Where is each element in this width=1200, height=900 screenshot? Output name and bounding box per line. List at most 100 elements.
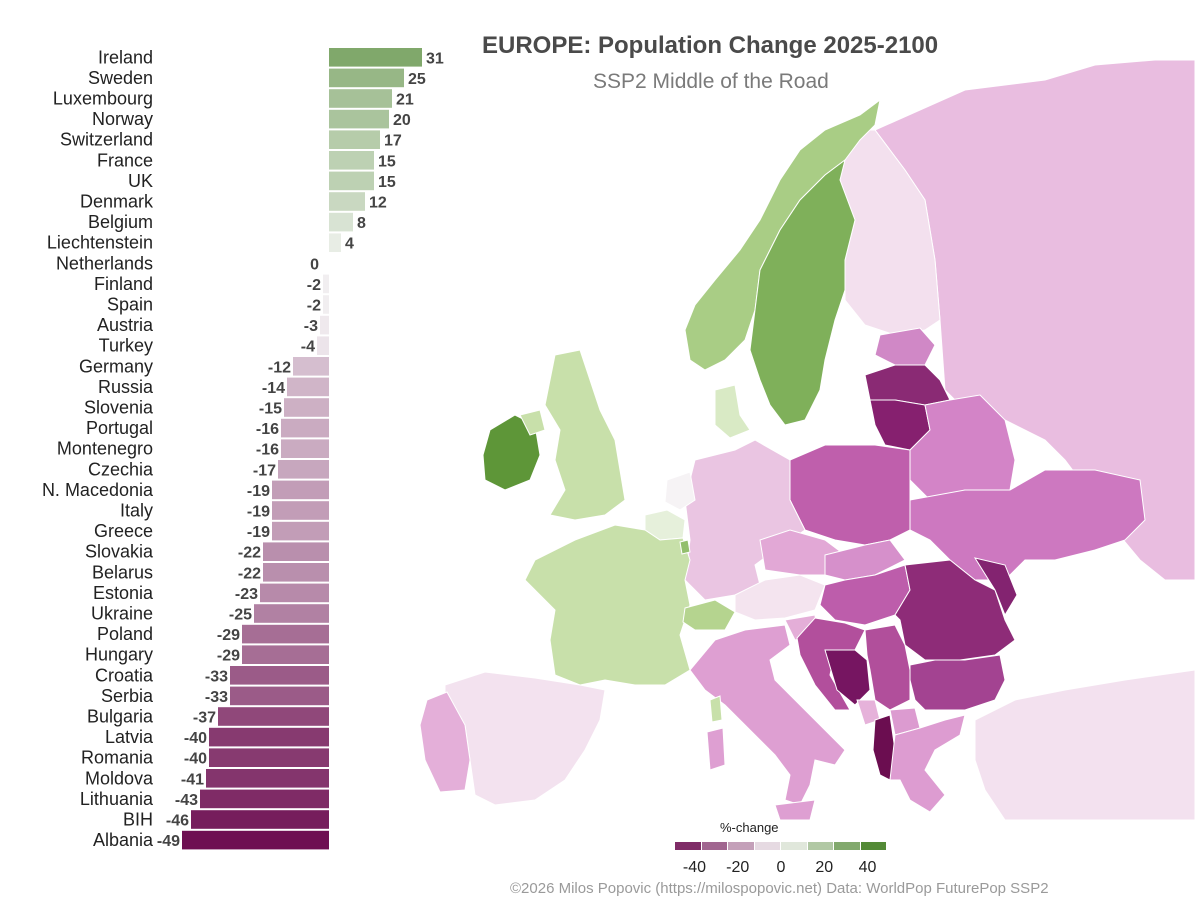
data-label: 15 (378, 174, 396, 191)
data-label: -16 (256, 442, 279, 459)
bar-chart: Ireland 31 Sweden 25 Luxembourg 21 Norway 20 Swi… (42, 47, 444, 850)
category-label: Turkey (99, 336, 153, 356)
bar-hungary (242, 645, 329, 664)
chart-subtitle: SSP2 Middle of the Road (593, 70, 829, 93)
data-label: -29 (217, 648, 240, 665)
bar-estonia (260, 583, 329, 603)
data-label: -33 (205, 668, 228, 685)
category-label: Italy (120, 501, 153, 521)
legend-swatch (675, 842, 701, 850)
category-label: Russia (98, 377, 154, 397)
data-label: -23 (235, 586, 258, 603)
data-label: -12 (268, 359, 291, 376)
bar-spain (323, 295, 329, 314)
map-region-northern-ireland (519, 409, 546, 436)
category-label: Moldova (85, 768, 154, 788)
category-label: Sweden (88, 68, 153, 88)
data-label: -41 (181, 771, 204, 788)
category-label: Bulgaria (87, 707, 154, 727)
category-label: Montenegro (57, 439, 153, 459)
legend-swatch (781, 842, 807, 850)
map-region-poland (789, 444, 911, 546)
data-label: -4 (301, 339, 315, 356)
bar-norway (329, 109, 389, 129)
category-label: Ireland (98, 47, 153, 67)
legend-title: %-change (720, 820, 779, 835)
map-region-italy (689, 624, 846, 806)
category-label: Czechia (88, 459, 154, 479)
map-region-slovakia (824, 539, 906, 581)
bar-switzerland (329, 130, 380, 149)
category-label: N. Macedonia (42, 480, 154, 500)
map-region-france (524, 524, 691, 686)
bar-slovakia (263, 542, 329, 561)
data-label: 4 (345, 236, 354, 253)
bar-belarus (263, 563, 329, 582)
data-label: -2 (307, 298, 321, 315)
bar-czechia (278, 460, 329, 479)
map-region-netherlands (664, 471, 696, 511)
category-label: Switzerland (60, 130, 153, 150)
legend-swatch (701, 842, 727, 850)
category-label: BIH (123, 810, 153, 830)
bar-latvia (209, 727, 329, 747)
map-region-sicily (774, 799, 816, 820)
bar-portugal (281, 418, 329, 438)
map-region-austria (734, 574, 826, 621)
map-region-romania (894, 559, 1016, 661)
bar-croatia (230, 666, 329, 685)
category-label: Belgium (88, 212, 153, 232)
bar-albania (182, 830, 329, 850)
bar-turkey (317, 336, 329, 355)
data-label: -16 (256, 421, 279, 438)
data-label: -29 (217, 627, 240, 644)
map-region-ukraine (909, 469, 1146, 581)
data-label: -17 (253, 462, 276, 479)
data-label: -22 (238, 565, 261, 582)
bar-italy (272, 501, 329, 520)
map-region-spain (444, 671, 606, 806)
bar-belgium (329, 212, 353, 232)
category-label: Netherlands (56, 253, 153, 273)
data-label: 21 (396, 92, 414, 109)
data-label: -22 (238, 545, 261, 562)
category-label: Liechtenstein (47, 233, 153, 253)
map-region-germany (684, 439, 806, 601)
data-label: 15 (378, 153, 396, 170)
legend-tick-label: -40 (682, 859, 707, 876)
data-label: 12 (369, 195, 387, 212)
legend-tick-label: 20 (815, 859, 834, 876)
bar-moldova (206, 769, 329, 788)
category-label: UK (128, 171, 153, 191)
data-label: -37 (193, 710, 216, 727)
bar-uk (329, 171, 374, 191)
category-label: Denmark (80, 192, 154, 212)
data-label: -40 (184, 730, 207, 747)
legend-tick-label: 40 (858, 859, 877, 876)
category-label: Latvia (105, 727, 154, 747)
map-region-turkey (974, 669, 1195, 820)
bar-finland (323, 274, 329, 294)
data-label: -3 (304, 318, 318, 335)
legend-swatch (728, 842, 754, 850)
legend-color-bar (675, 842, 887, 850)
data-label: 25 (408, 71, 426, 88)
footer-credit: ©2026 Milos Popovic (https://milospopovi… (510, 880, 1049, 897)
data-label: -33 (205, 689, 228, 706)
map-region-sweden (749, 158, 856, 426)
category-label: Albania (93, 830, 154, 850)
map-region-denmark (714, 384, 751, 439)
category-label: Portugal (86, 418, 153, 438)
data-label: 8 (357, 215, 366, 232)
data-label: -14 (262, 380, 285, 397)
map-region-estonia (874, 327, 936, 366)
legend-swatch (754, 842, 780, 850)
legend-swatch (834, 842, 860, 850)
bar-liechtenstein (329, 233, 341, 252)
bar-slovenia (284, 398, 329, 417)
legend-swatch (860, 842, 886, 850)
map-region-serbia (864, 624, 911, 711)
data-label: 17 (384, 133, 402, 150)
bar-ireland (329, 48, 422, 67)
data-label: -19 (247, 524, 270, 541)
